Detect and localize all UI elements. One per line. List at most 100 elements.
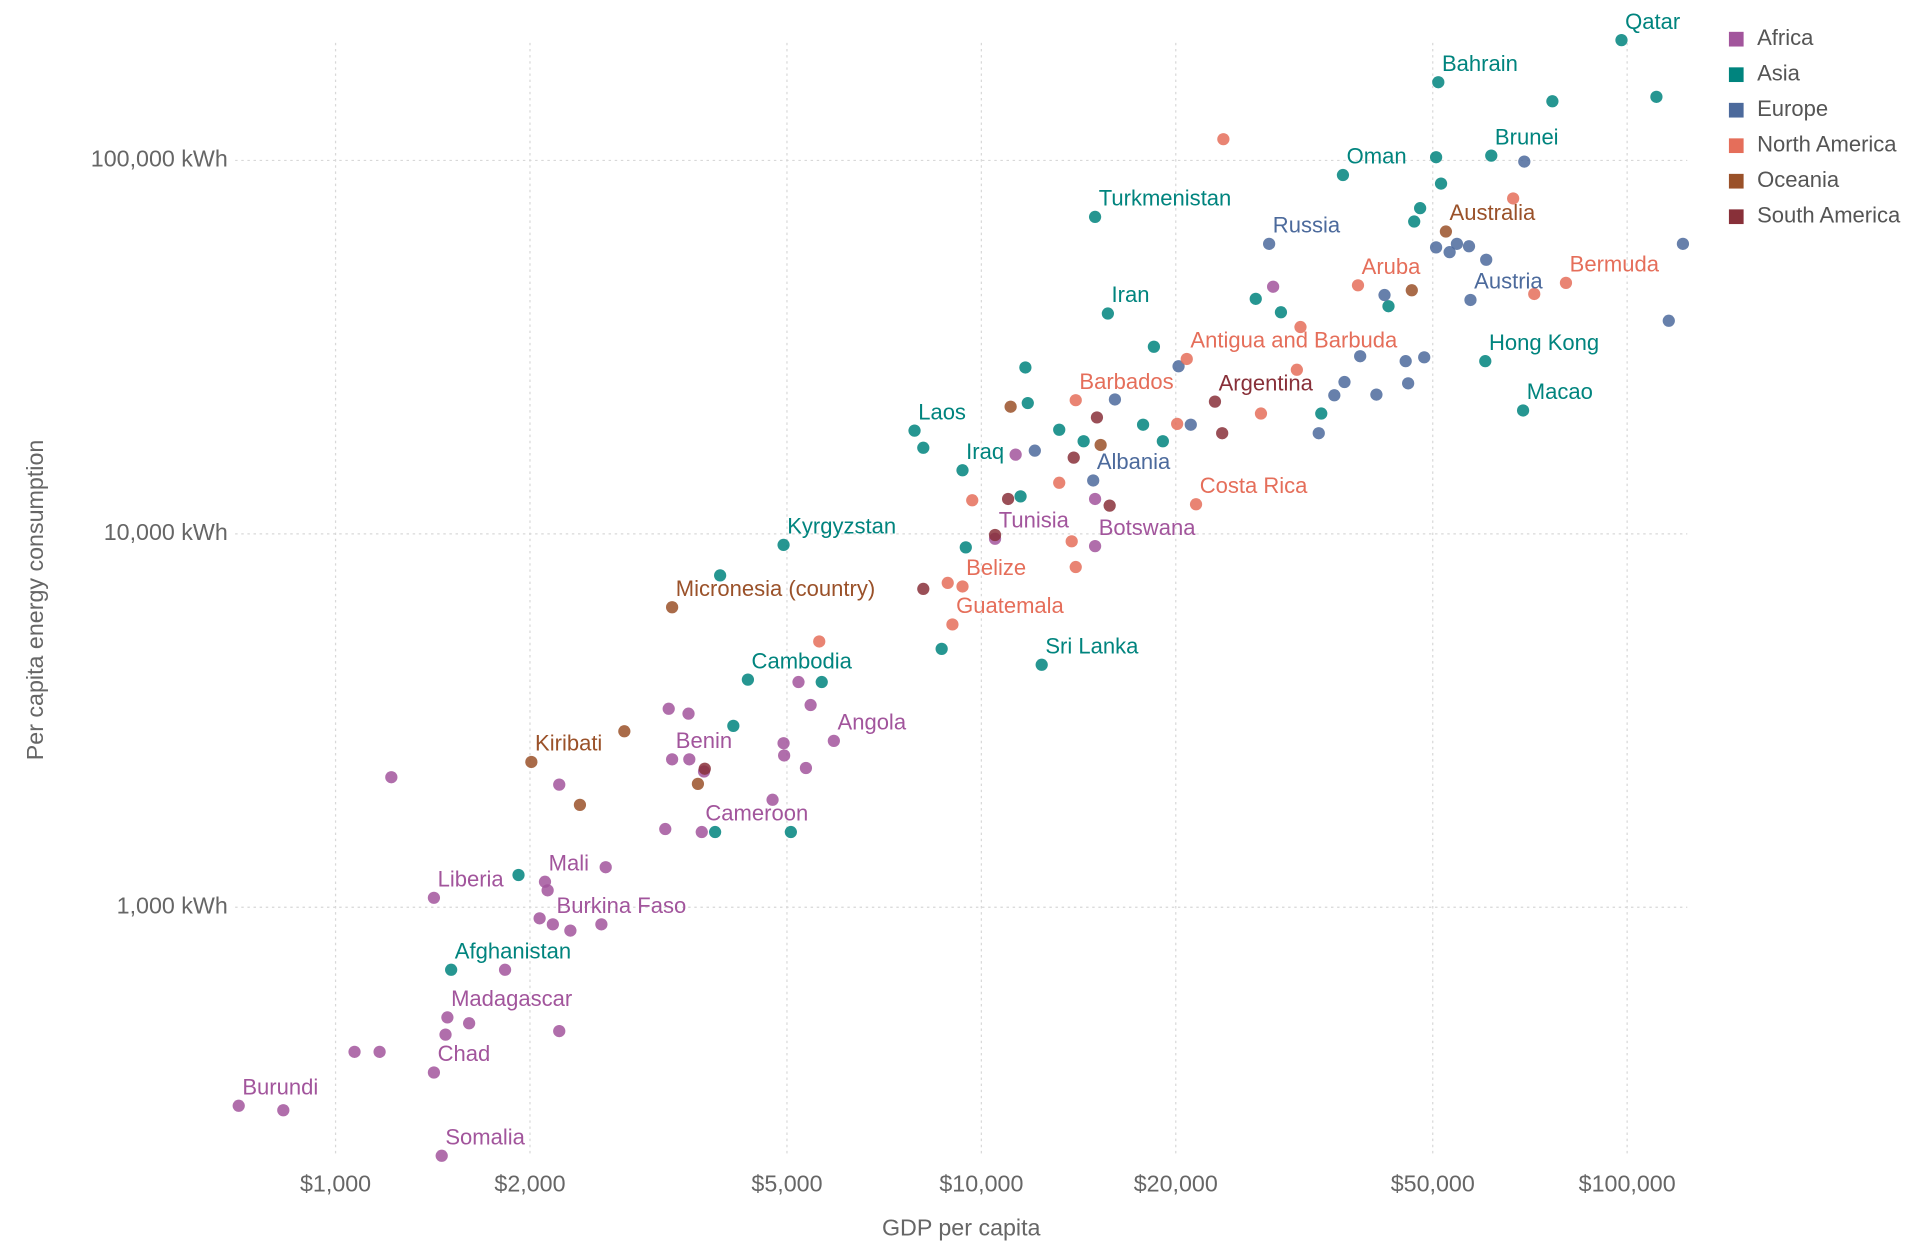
point: [804, 698, 817, 712]
point: [1274, 306, 1288, 319]
point: [1370, 388, 1383, 401]
x-tick-label: $2,000: [494, 1170, 565, 1196]
point: [1615, 33, 1628, 47]
point-label: Botswana: [1099, 515, 1196, 540]
point: [1418, 351, 1431, 364]
legend-swatch: [1728, 209, 1744, 225]
point: [573, 798, 587, 812]
point: [1650, 90, 1663, 103]
point: [1053, 476, 1066, 489]
point-label: Argentina: [1219, 370, 1314, 395]
x-tick-label: $10,000: [939, 1170, 1023, 1196]
point: [815, 675, 828, 689]
points: [232, 33, 1690, 1162]
point: [665, 753, 679, 766]
point: [1408, 215, 1421, 228]
point-label: Micronesia (country): [676, 576, 875, 601]
point: [784, 825, 797, 839]
y-tick-label: 10,000 kWh: [104, 519, 228, 545]
point: [1354, 350, 1367, 363]
point: [498, 963, 512, 976]
point: [435, 1149, 448, 1162]
point: [708, 825, 722, 839]
point: [741, 673, 755, 686]
point-label: Austria: [1474, 269, 1543, 294]
point: [439, 1028, 452, 1041]
x-tick-label: $50,000: [1391, 1170, 1475, 1196]
point: [512, 868, 525, 882]
x-tick-label: $100,000: [1579, 1170, 1676, 1196]
point: [1103, 499, 1116, 512]
point: [698, 762, 711, 775]
point: [1004, 400, 1017, 413]
legend: Africa Asia Europe North America Oceania Sout…: [1728, 25, 1901, 228]
point: [799, 761, 813, 775]
x-axis-title: GDP per capita: [882, 1214, 1041, 1240]
point: [908, 424, 921, 437]
point: [599, 861, 612, 874]
point: [1077, 435, 1090, 448]
point: [445, 963, 458, 976]
point: [1088, 210, 1102, 224]
point: [682, 707, 695, 720]
legend-label: Africa: [1757, 25, 1814, 50]
point: [1518, 155, 1531, 168]
point: [1315, 407, 1328, 420]
legend-label: Europe: [1757, 96, 1828, 121]
point: [1479, 355, 1492, 368]
point-label: Burundi: [242, 1074, 318, 1099]
y-tick-label: 1,000 kWh: [117, 892, 228, 918]
point: [1402, 377, 1415, 390]
point-label: Costa Rica: [1200, 473, 1308, 498]
legend-label: Asia: [1757, 61, 1801, 86]
point: [1662, 314, 1675, 327]
point-label: Liberia: [438, 866, 505, 891]
point: [1414, 202, 1427, 215]
point: [1069, 394, 1082, 407]
point: [1546, 95, 1559, 108]
point: [966, 494, 979, 507]
point: [777, 538, 790, 552]
legend-swatch: [1728, 138, 1744, 154]
point-label: Sri Lanka: [1045, 633, 1139, 658]
point-label: Afghanistan: [455, 938, 571, 963]
point-label: Bermuda: [1570, 252, 1660, 277]
point: [1382, 300, 1395, 313]
legend-label: Oceania: [1757, 167, 1840, 192]
point: [1249, 292, 1262, 305]
point: [564, 924, 577, 937]
point: [1021, 396, 1034, 410]
point: [1254, 407, 1268, 420]
y-axis-title: Per capita energy consumption: [22, 440, 48, 761]
point-label: Australia: [1450, 200, 1536, 225]
point-label: Russia: [1273, 212, 1341, 237]
point: [1171, 417, 1184, 431]
point: [1136, 418, 1150, 431]
point: [959, 541, 972, 554]
point: [277, 1104, 290, 1117]
point: [665, 601, 679, 614]
point: [1676, 237, 1690, 250]
point: [1172, 360, 1185, 373]
point: [1462, 240, 1476, 253]
legend-label: South America: [1757, 203, 1901, 228]
point-label: Oman: [1347, 144, 1407, 169]
point: [1290, 363, 1303, 376]
point-label: Cambodia: [752, 648, 853, 673]
point-labels: Tunisia Botswana Angola Benin Cameroon Liberi…: [242, 9, 1680, 1150]
point: [1429, 241, 1443, 254]
x-tick-label: $5,000: [751, 1170, 822, 1196]
point-label: Kyrgyzstan: [787, 514, 896, 539]
point: [766, 793, 779, 806]
point-label: Macao: [1527, 379, 1593, 404]
point: [1067, 451, 1080, 464]
point: [659, 822, 672, 836]
point: [683, 753, 696, 766]
point-label: Iraq: [966, 439, 1004, 464]
point-label: Iran: [1112, 282, 1150, 307]
point: [1399, 355, 1412, 368]
point: [1528, 287, 1541, 301]
point: [553, 1024, 566, 1038]
point: [618, 725, 631, 738]
